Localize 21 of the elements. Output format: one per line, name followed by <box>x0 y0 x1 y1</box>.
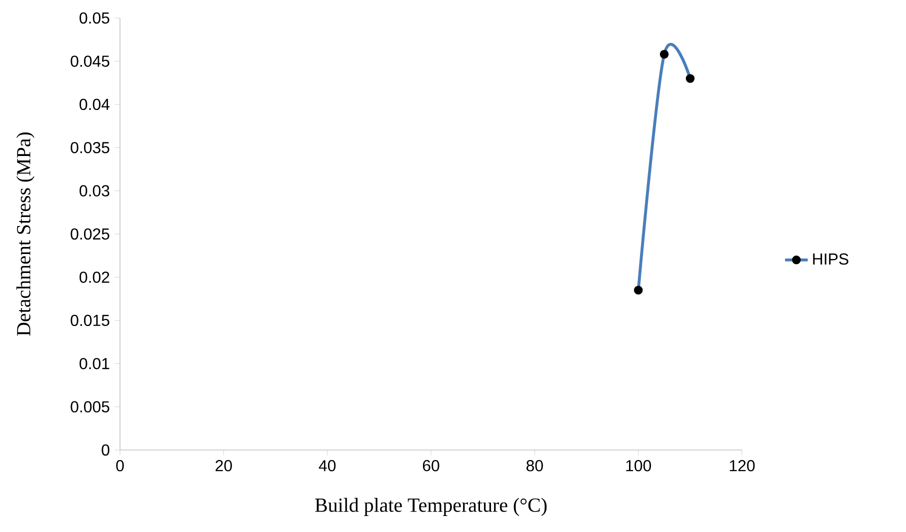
x-tick-label: 80 <box>526 460 543 472</box>
y-tick-label: 0.04 <box>80 98 110 110</box>
x-tick-label: 60 <box>422 460 440 472</box>
y-tick-label: 0.015 <box>70 314 110 326</box>
y-tick-label: 0.02 <box>80 272 110 283</box>
x-tick-label: 100 <box>626 460 652 472</box>
x-tick-label: 40 <box>318 460 336 472</box>
y-tick-label: 0.005 <box>70 401 110 412</box>
y-tick-label: 0.01 <box>80 358 110 370</box>
legend-label: HIPS <box>813 253 848 265</box>
y-tick-label: 0.05 <box>80 12 110 24</box>
y-tick-label: 0.025 <box>70 228 110 240</box>
y-tick-label: 0.045 <box>70 56 110 67</box>
x-tick-label: 120 <box>730 460 755 472</box>
y-tick-label: 0.03 <box>80 185 110 196</box>
y-axis-title: Detachment Stress (MPa) <box>16 132 34 336</box>
y-tick-label: 0.035 <box>70 142 110 154</box>
y-tick-label: 0 <box>102 444 110 456</box>
x-axis-title: Build plate Temperature (°C) <box>315 498 547 516</box>
x-tick-label: 0 <box>116 460 124 472</box>
x-tick-label: 20 <box>216 460 232 472</box>
